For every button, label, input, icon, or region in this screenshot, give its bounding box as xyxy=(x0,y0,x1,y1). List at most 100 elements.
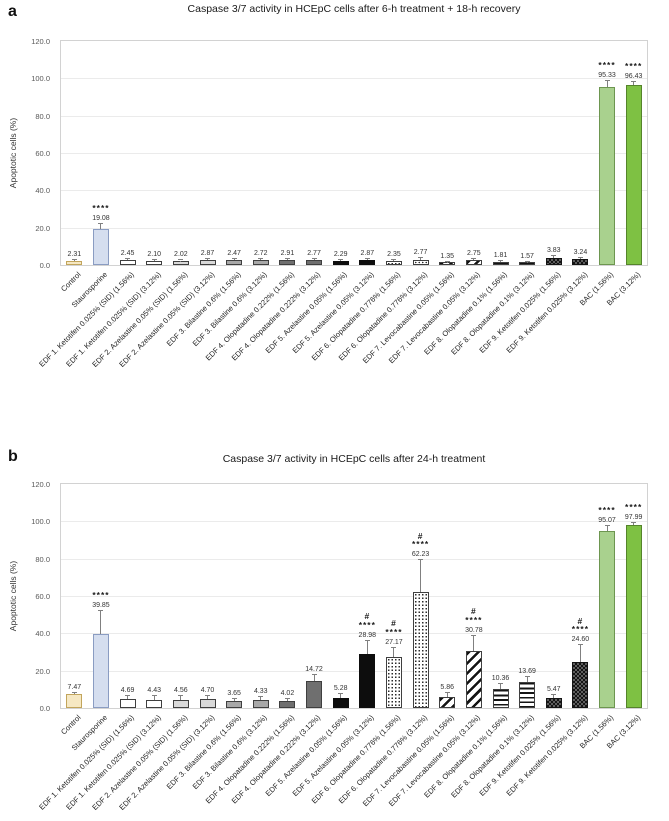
error-bar-cap xyxy=(604,79,610,81)
error-bar-cap xyxy=(364,257,370,259)
error-bar xyxy=(207,695,208,700)
significance-label: **** xyxy=(571,624,590,635)
error-bar-cap xyxy=(338,693,344,695)
bar xyxy=(359,653,376,708)
significance-label: **** xyxy=(385,626,403,637)
x-axis-labels-b: Control Staurosporine EDF 1. Ketotifen 0.0… xyxy=(37,711,648,821)
value-label: 27.17 xyxy=(385,638,403,646)
y-tick-label: 120.0 xyxy=(31,480,50,489)
error-bar xyxy=(473,635,475,651)
bar xyxy=(92,633,109,708)
error-bar-cap xyxy=(498,259,503,261)
value-label: 1.35 xyxy=(440,252,455,260)
bar xyxy=(146,699,163,708)
y-axis-ticks-b: 0.0 20.0 40.0 60.0 80.0 100.0 120.0 xyxy=(0,480,56,713)
significance-label: **** xyxy=(598,59,616,70)
y-tick-label: 80.0 xyxy=(35,111,50,121)
error-bar xyxy=(73,693,75,695)
value-label: 2.75 xyxy=(467,249,481,257)
bar xyxy=(625,525,642,708)
error-bar xyxy=(233,259,235,261)
bar xyxy=(279,700,296,708)
error-bar xyxy=(526,676,528,683)
bar xyxy=(599,87,616,265)
value-label: 30.78 xyxy=(465,626,483,634)
value-label: 5.28 xyxy=(333,685,348,693)
value-label: 24.60 xyxy=(571,636,590,644)
error-bar-cap xyxy=(178,259,184,261)
bar xyxy=(385,657,402,708)
gridline xyxy=(61,558,647,560)
y-tick-label: 20.0 xyxy=(35,666,50,676)
bar xyxy=(625,85,642,265)
y-tick-label: 0.0 xyxy=(39,704,50,713)
value-label: 2.31 xyxy=(67,251,82,259)
value-label: 19.08 xyxy=(92,214,110,222)
error-bar-cap xyxy=(577,256,583,258)
gridline xyxy=(61,190,647,192)
bar xyxy=(252,699,269,708)
error-bar-cap xyxy=(391,646,397,648)
significance-label: # xyxy=(577,615,584,626)
bar xyxy=(545,697,562,708)
gridline xyxy=(61,115,647,117)
error-bar-cap xyxy=(631,81,637,83)
error-bar xyxy=(100,611,102,634)
bar xyxy=(599,530,616,708)
value-label: 1.81 xyxy=(493,251,508,259)
y-tick-label: 60.0 xyxy=(35,149,50,158)
value-label: 2.47 xyxy=(227,250,241,258)
bar xyxy=(119,260,136,265)
bar xyxy=(146,261,163,265)
significance-label: **** xyxy=(92,202,110,213)
bar xyxy=(199,699,216,708)
value-label: 4.70 xyxy=(200,686,215,694)
value-label: 10.36 xyxy=(491,675,510,682)
error-bar-cap xyxy=(444,692,450,694)
error-bar xyxy=(340,694,342,699)
value-label: 2.10 xyxy=(147,251,162,259)
plot-area-a: 2.31 19.08 **** 2.45 2.10 2.02 2.87 2.47 2.72 2.9… xyxy=(60,40,648,266)
value-label: 3.83 xyxy=(546,247,561,255)
error-bar xyxy=(127,259,129,261)
value-label: 4.43 xyxy=(147,686,162,694)
bar xyxy=(92,229,109,265)
value-label: 4.02 xyxy=(280,690,295,698)
error-bar-cap xyxy=(231,258,237,260)
value-label: 2.77 xyxy=(413,249,428,257)
error-bar-cap xyxy=(364,639,370,641)
value-label: 5.47 xyxy=(546,686,561,694)
error-bar xyxy=(420,560,422,592)
bar xyxy=(519,262,536,265)
error-bar xyxy=(100,223,102,230)
significance-label: **** xyxy=(411,539,430,550)
bar xyxy=(572,662,589,708)
bar xyxy=(332,698,349,708)
y-tick-label: 40.0 xyxy=(35,629,50,639)
error-bar xyxy=(633,523,635,526)
bar xyxy=(199,259,216,265)
chart-title-a: Caspase 3/7 activity in HCEpC cells afte… xyxy=(187,3,521,15)
error-bar xyxy=(286,699,288,701)
error-bar-cap xyxy=(444,260,450,262)
bar xyxy=(66,694,83,708)
panel-b: b Caspase 3/7 activity in HCEpC cells af… xyxy=(0,415,669,821)
error-bar-cap xyxy=(98,222,104,224)
error-bar xyxy=(526,261,528,263)
panel-a: a Caspase 3/7 activity in HCEpC cells af… xyxy=(8,3,648,369)
value-label: 3.65 xyxy=(227,689,241,697)
bar xyxy=(412,259,429,265)
y-tick-label: 80.0 xyxy=(35,554,50,564)
significance-label: **** xyxy=(625,61,643,72)
error-bar-cap xyxy=(498,683,503,684)
error-bar xyxy=(393,259,395,261)
value-label: 2.45 xyxy=(120,250,135,258)
error-bar-cap xyxy=(524,675,530,677)
error-bar xyxy=(473,258,475,260)
value-label: 2.87 xyxy=(200,249,215,257)
bar xyxy=(252,259,269,265)
y-tick-label: 100.0 xyxy=(31,517,50,527)
significance-label: **** xyxy=(625,502,643,513)
error-bar xyxy=(393,647,395,658)
